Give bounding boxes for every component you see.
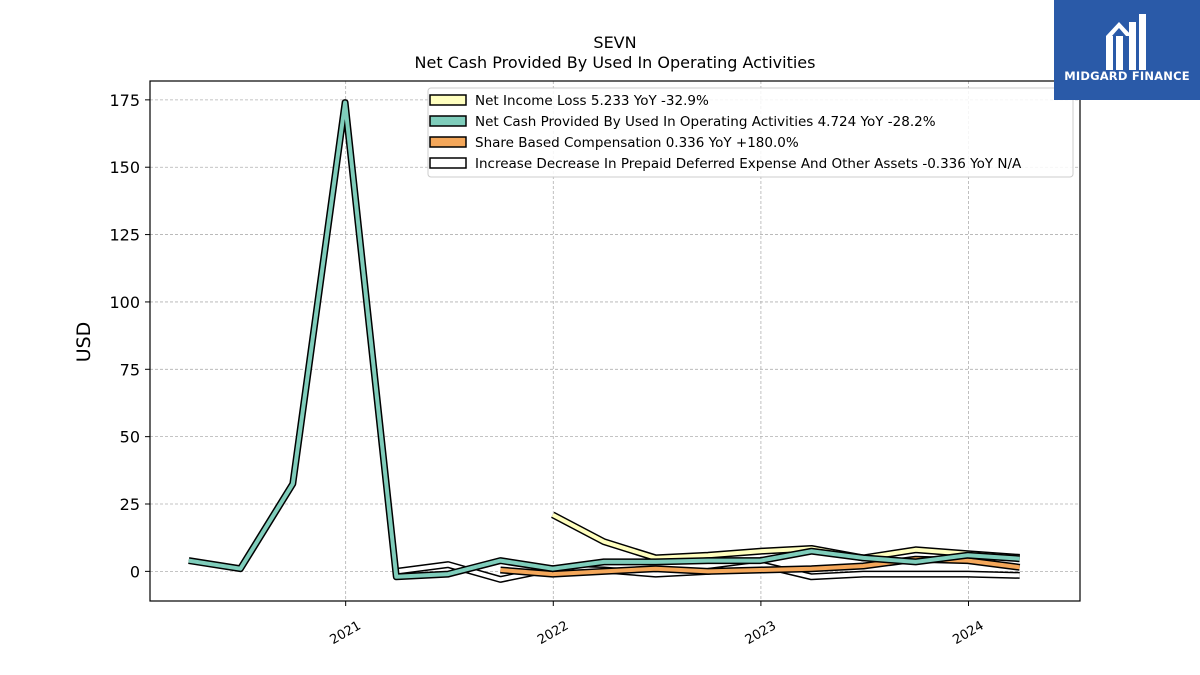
legend-box — [427, 87, 1074, 178]
y-tick-label: 50 — [120, 428, 140, 447]
y-tick-label: 75 — [120, 360, 140, 379]
legend-label: Net Income Loss 5.233 YoY -32.9% — [475, 93, 709, 109]
legend-swatch — [429, 136, 467, 148]
y-tick-label: 0 — [130, 562, 140, 581]
y-axis-label: USD — [73, 322, 95, 363]
legend-swatch — [429, 115, 467, 127]
legend-label: Increase Decrease In Prepaid Deferred Ex… — [475, 156, 1022, 172]
y-tick-label: 175 — [109, 91, 140, 110]
x-tick-label: 2023 — [743, 618, 779, 648]
legend-swatch — [429, 94, 467, 106]
y-tick-label: 100 — [109, 293, 140, 312]
chart-subtitle: Net Cash Provided By Used In Operating A… — [415, 53, 816, 72]
y-tick-label: 125 — [109, 226, 140, 245]
x-axis-ticks: 2021 2022 2023 2024 — [328, 601, 987, 648]
series-line — [551, 513, 1020, 560]
chart-title: SEVN — [593, 33, 636, 52]
y-tick-label: 150 — [109, 158, 140, 177]
x-tick-label: 2021 — [328, 618, 364, 648]
legend-swatch — [429, 157, 467, 169]
midgard-logo-icon — [1106, 14, 1146, 70]
x-tick-label: 2022 — [535, 618, 571, 648]
legend: Net Income Loss 5.233 YoY -32.9% Net Cash… — [427, 87, 1074, 178]
legend-label: Share Based Compensation 0.336 YoY +180.… — [475, 135, 799, 151]
x-tick-label: 2024 — [950, 618, 986, 648]
plot-frame — [149, 80, 1081, 602]
logo-text: MIDGARD FINANCE — [1064, 69, 1190, 83]
series-line — [188, 100, 1020, 579]
legend-label: Net Cash Provided By Used In Operating A… — [475, 114, 936, 130]
y-tick-label: 25 — [120, 495, 140, 514]
midgard-finance-logo: MIDGARD FINANCE — [1054, 0, 1200, 100]
series-lines — [188, 99, 1021, 583]
y-axis-ticks: 0 25 50 75 100 125 150 175 — [109, 91, 150, 581]
